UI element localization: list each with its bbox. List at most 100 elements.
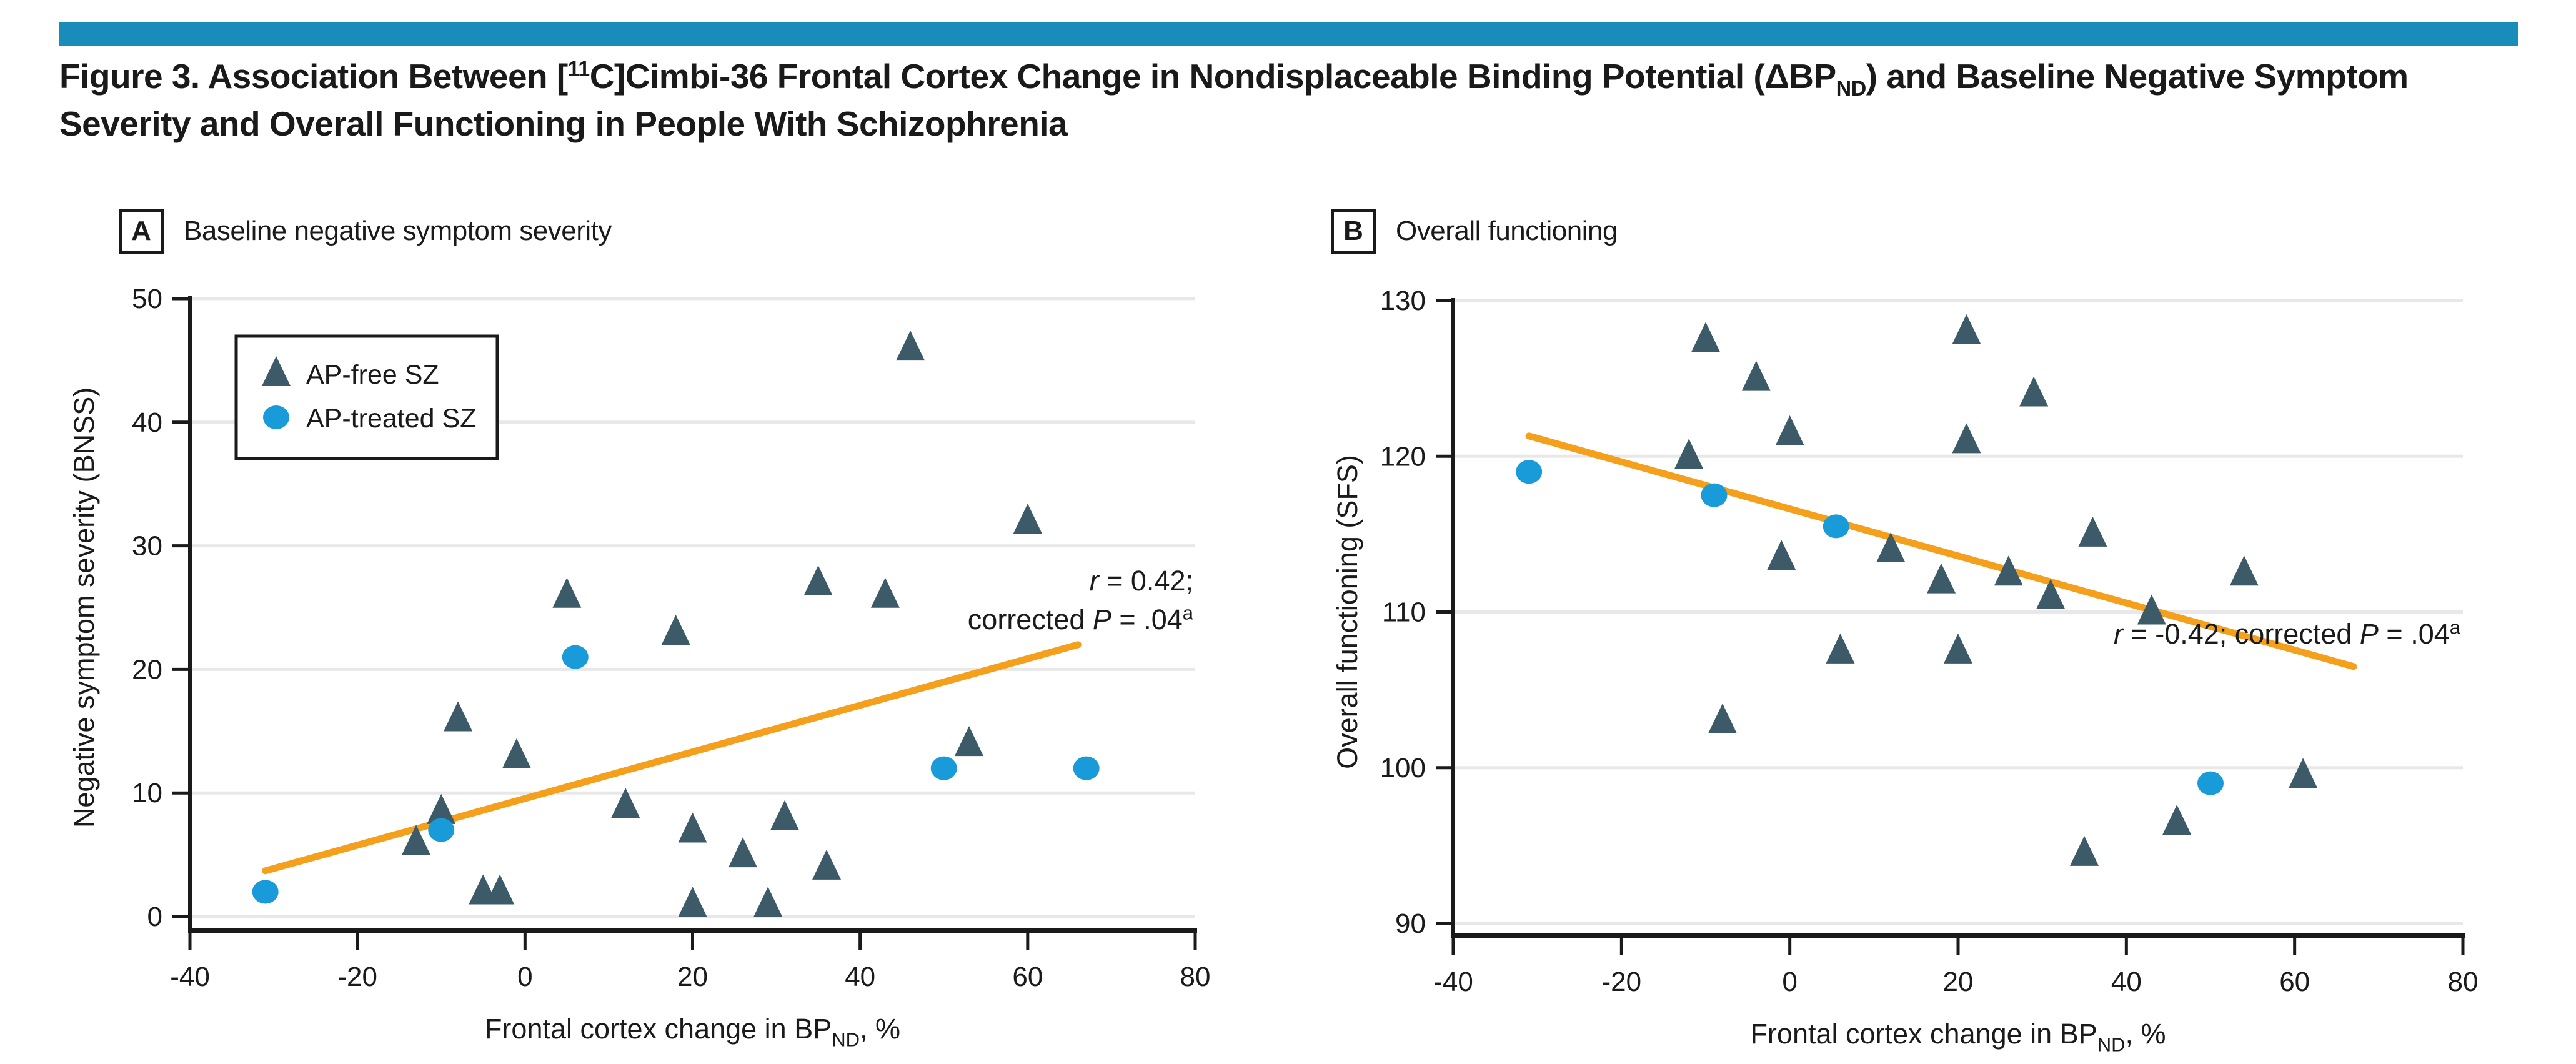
scatter-point-triangle [1826, 633, 1855, 664]
annotation-text: r = 0.42; [1090, 565, 1193, 597]
legend-box [234, 334, 499, 460]
y-tick-label: 130 [1380, 286, 1426, 316]
scatter-point-circle [252, 880, 279, 904]
y-tick-label: 100 [1380, 753, 1426, 783]
scatter-point-triangle [753, 887, 783, 917]
scatter-point-circle [1823, 514, 1849, 539]
figure-title-text: ) and Baseline Negative Symptom Severity… [59, 57, 2409, 143]
y-tick-label: 50 [132, 284, 162, 314]
scatter-point-triangle [1013, 504, 1042, 534]
scatter-point-triangle [1952, 314, 1981, 344]
x-tick-label: 0 [1782, 967, 1797, 997]
scatter-point-triangle [2019, 376, 2049, 407]
x-tick-label: 40 [845, 962, 875, 992]
y-tick-label: 0 [147, 902, 162, 932]
text-segment: = .04 [2379, 618, 2450, 650]
y-tick-label: 30 [132, 531, 162, 562]
scatter-chart-a: -40 -20 0 20 40 60 80 0 10 20 30 40 50 Frontal cortex… [68, 284, 1211, 1051]
legend-label: AP-treated SZ [306, 404, 476, 434]
text-segment: Frontal cortex change in BP [1750, 1018, 2097, 1050]
scatter-point-triangle [2070, 835, 2099, 866]
x-tick-label: 40 [2111, 967, 2142, 997]
y-tick-label: 120 [1380, 441, 1426, 472]
x-tick-label: -40 [170, 962, 210, 992]
scatter-point-triangle [870, 577, 900, 608]
legend-label: AP-free SZ [306, 360, 439, 390]
scatter-point-triangle [427, 793, 456, 824]
scatter-point-triangle [1994, 555, 2023, 586]
x-tick-label: 20 [1943, 967, 1974, 997]
scatter-point-circle [428, 818, 455, 842]
scatter-point-triangle [1775, 415, 1804, 445]
scatter-point-circle [1073, 756, 1100, 780]
trend-line [1525, 432, 2357, 670]
scatter-point-triangle [1767, 540, 1796, 570]
text-segment: = .04 [1111, 604, 1183, 635]
text-segment: r [1090, 565, 1100, 597]
title-superscript: 11 [567, 57, 590, 81]
text-segment: , % [2126, 1018, 2166, 1050]
title-subscript: ND [1836, 77, 1867, 101]
scatter-point-circle [562, 645, 589, 669]
scatter-point-triangle [803, 565, 833, 595]
y-axis-title: Negative symptom severity (BNSS) [68, 387, 100, 828]
scatter-point-triangle [1876, 532, 1906, 562]
scatter-point-triangle [1674, 439, 1704, 469]
scatter-point-triangle [954, 726, 983, 757]
y-tick-label: 40 [132, 407, 162, 438]
subscript-text: ND [832, 1029, 860, 1051]
x-tick-label: 60 [1012, 962, 1043, 992]
scatter-point-triangle [1708, 703, 1737, 733]
scatter-point-triangle [661, 615, 690, 645]
panel-a-letter-box: A [119, 209, 164, 254]
text-segment: P [1093, 604, 1111, 635]
y-axis-title: Overall functioning (SFS) [1331, 455, 1363, 769]
y-tick-label: 90 [1395, 908, 1426, 939]
text-segment: = -0.42; corrected [2123, 618, 2360, 650]
trend-line [262, 641, 1082, 875]
scatter-point-triangle [1952, 423, 1981, 454]
scatter-point-triangle [502, 738, 531, 768]
scatter-point-circle [1701, 483, 1728, 507]
scatter-point-triangle [678, 887, 707, 917]
x-tick-label: -40 [1433, 967, 1473, 997]
x-axis-title: Frontal cortex change in BPND, % [1750, 1018, 2166, 1056]
scatter-point-triangle [896, 331, 925, 361]
superscript-text: a [2450, 617, 2461, 639]
text-segment: , % [860, 1013, 900, 1045]
annotation-text: r = -0.42; corrected P = .04a [2114, 617, 2461, 650]
scatter-point-circle [930, 756, 957, 780]
accent-bar [59, 22, 2518, 46]
y-tick-label: 20 [132, 654, 162, 685]
panel-b-header: B Overall functioning [1331, 209, 1618, 254]
text-segment: corrected [968, 604, 1093, 635]
x-tick-label: 0 [517, 962, 532, 992]
text-segment: = 0.42; [1099, 565, 1193, 597]
scatter-point-circle [2197, 771, 2224, 795]
scatter-point-triangle [2137, 594, 2166, 625]
scatter-point-triangle [728, 837, 757, 868]
x-tick-label: 80 [2448, 967, 2479, 997]
subscript-text: ND [2097, 1034, 2126, 1056]
scatter-point-triangle [1944, 633, 1972, 664]
x-tick-label: 80 [1180, 962, 1211, 992]
y-tick-label: 10 [132, 778, 162, 808]
scatter-point-triangle [2229, 555, 2259, 586]
panel-b-title: Overall functioning [1396, 216, 1618, 246]
scatter-point-triangle [812, 849, 842, 880]
scatter-point-triangle [1741, 360, 1771, 391]
scatter-point-triangle [1927, 563, 1956, 594]
text-segment: Frontal cortex change in BP [485, 1013, 832, 1045]
scatter-point-triangle [611, 787, 640, 818]
scatter-point-triangle [2289, 758, 2318, 788]
scatter-chart-b: -40 -20 0 20 40 60 80 90 100 110 120 130 Frontal cor… [1331, 286, 2479, 1056]
annotation-text: corrected P = .04a [968, 602, 1194, 635]
x-tick-label: 60 [2279, 967, 2310, 997]
panel-a-header: A Baseline negative symptom severity [119, 209, 612, 254]
panel-a-title: Baseline negative symptom severity [184, 216, 612, 246]
scatter-point-triangle [402, 825, 431, 855]
superscript-text: a [1183, 602, 1194, 624]
text-segment: r [2114, 618, 2124, 650]
scatter-point-triangle [552, 577, 582, 608]
scatter-point-triangle [444, 701, 473, 732]
